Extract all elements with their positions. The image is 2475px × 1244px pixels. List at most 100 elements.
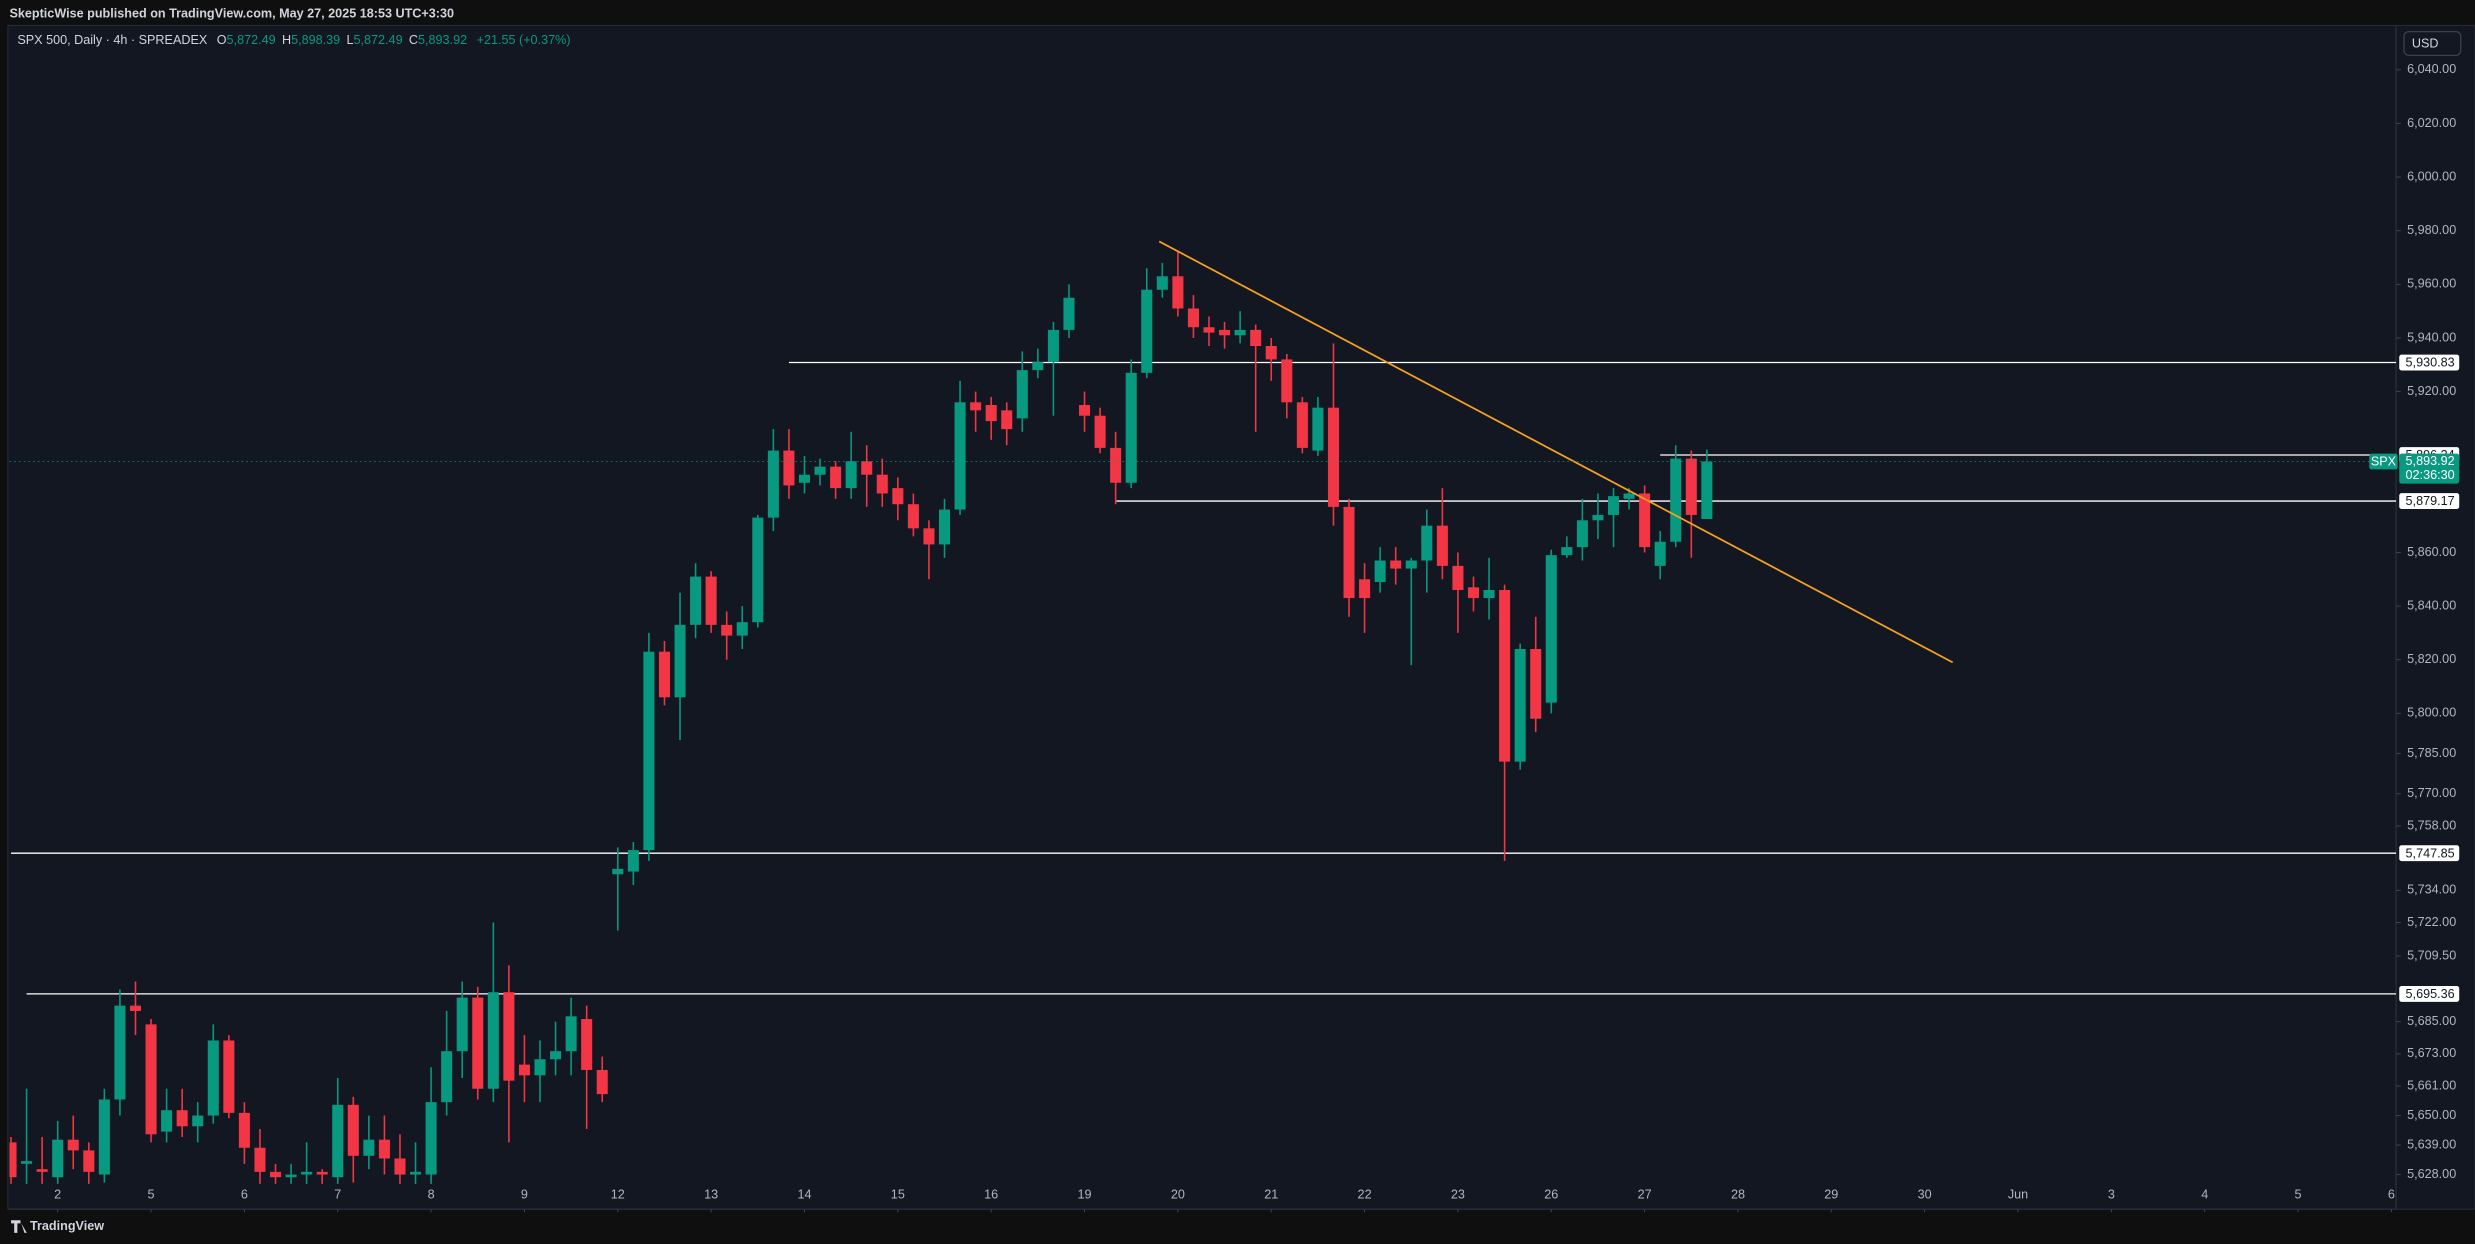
y-tick-label: 5,758.00 [2407, 818, 2456, 832]
y-tick-label: 6,000.00 [2407, 169, 2456, 183]
candle-body [596, 1069, 608, 1095]
candle-body [1359, 579, 1371, 599]
candle-body [907, 504, 919, 529]
y-tick-label: 5,920.00 [2407, 384, 2456, 398]
candle-body [565, 1016, 577, 1052]
x-tick-label: 2 [54, 1187, 61, 1201]
candle-body [161, 1110, 173, 1132]
brand: TradingView [30, 1219, 104, 1233]
y-tick-label: 6,040.00 [2407, 62, 2456, 76]
level-label: 5,695.36 [2406, 987, 2455, 1001]
candle-body [1079, 404, 1091, 416]
level-label: 5,879.17 [2406, 494, 2455, 508]
candle-body [347, 1104, 359, 1156]
candle-body [1467, 587, 1480, 599]
candle-body [67, 1139, 79, 1151]
candle-body [254, 1147, 266, 1172]
x-tick-label: 15 [891, 1187, 905, 1201]
candle-body [301, 1171, 313, 1175]
candle-body [98, 1099, 110, 1175]
candle-body [1452, 565, 1464, 591]
candle-body [1545, 555, 1557, 703]
candle-body [1234, 329, 1246, 336]
x-tick-label: 29 [1824, 1187, 1838, 1201]
candle-body [21, 1161, 33, 1164]
currency-button[interactable] [2403, 31, 2462, 56]
candle-body [1312, 407, 1324, 451]
candle-body [83, 1150, 95, 1172]
candle-body [845, 461, 857, 489]
countdown: 02:36:30 [2406, 468, 2455, 482]
candle-body [938, 509, 951, 545]
candle-body [1219, 329, 1231, 336]
candle-body [1141, 289, 1153, 373]
candle-body [1436, 525, 1448, 566]
candle-body [721, 624, 733, 636]
candle-body [378, 1139, 390, 1159]
candle-body [9, 1142, 17, 1178]
x-tick-label: 14 [797, 1187, 811, 1201]
level-label-box [2399, 986, 2460, 1002]
legend-item: 5,893.92 [418, 33, 467, 47]
level-label: 5,747.85 [2406, 846, 2455, 860]
candle-body [534, 1059, 546, 1076]
candle-body [1701, 461, 1713, 519]
currency[interactable]: USD [2412, 37, 2439, 51]
y-tick-label: 5,734.00 [2407, 883, 2456, 897]
y-tick-label: 5,940.00 [2407, 330, 2456, 344]
symbol-tag [2369, 453, 2398, 470]
legend-item: 5,872.49 [354, 33, 403, 47]
candle-body [1654, 541, 1666, 566]
candle-body [954, 402, 966, 510]
candle-body [1670, 458, 1682, 542]
candle-body [1172, 276, 1184, 309]
candle-body [1032, 362, 1044, 371]
x-tick-label: 9 [521, 1187, 528, 1201]
y-tick-label: 5,722.00 [2407, 915, 2456, 929]
candle-body [1343, 506, 1355, 599]
candle-body [518, 1064, 530, 1076]
candle-body [892, 488, 904, 505]
y-tick-label: 5,770.00 [2407, 786, 2456, 800]
y-tick-label: 5,628.00 [2407, 1167, 2456, 1181]
candle-body [332, 1104, 344, 1178]
level-label-box [2399, 493, 2460, 509]
candle-body [207, 1040, 219, 1116]
candle-body [1592, 514, 1604, 521]
candle-body [316, 1171, 328, 1175]
x-tick-label: 16 [984, 1187, 998, 1201]
x-tick-label: 5 [2295, 1187, 2302, 1201]
candle-body [985, 404, 997, 422]
candle-body [1281, 359, 1293, 403]
candle-body [1374, 560, 1386, 582]
candle-body [798, 474, 811, 483]
y-tick-label: 5,980.00 [2407, 223, 2456, 237]
candle-body [36, 1169, 48, 1172]
candle-body [1094, 415, 1106, 448]
legend-item: +21.55 (+0.37%) [477, 33, 571, 47]
x-tick-label: 6 [2388, 1187, 2395, 1201]
x-tick-label: 23 [1451, 1187, 1465, 1201]
trendline [1158, 240, 1954, 664]
x-tick-label: 30 [1918, 1187, 1932, 1201]
y-tick-label: 5,860.00 [2407, 545, 2456, 559]
candle-body [145, 1024, 157, 1135]
candle-body [1530, 648, 1542, 719]
x-tick-label: 6 [241, 1187, 248, 1201]
x-tick-label: 22 [1358, 1187, 1372, 1201]
candle-body [1483, 590, 1495, 599]
legend-item: 5,898.39 [291, 33, 340, 47]
candle-body [394, 1158, 406, 1175]
candle-body [1514, 648, 1526, 762]
candle-body [550, 1051, 562, 1060]
y-tick-label: 5,639.00 [2407, 1137, 2456, 1151]
candle-body [1156, 276, 1168, 290]
y-tick-label: 5,800.00 [2407, 706, 2456, 720]
y-tick-label: 5,650.00 [2407, 1108, 2456, 1122]
legend-item: L [346, 33, 353, 47]
x-tick-label: 21 [1264, 1187, 1278, 1201]
candle-body [705, 576, 717, 625]
candle-body [1296, 402, 1308, 448]
candle-body [752, 517, 764, 623]
